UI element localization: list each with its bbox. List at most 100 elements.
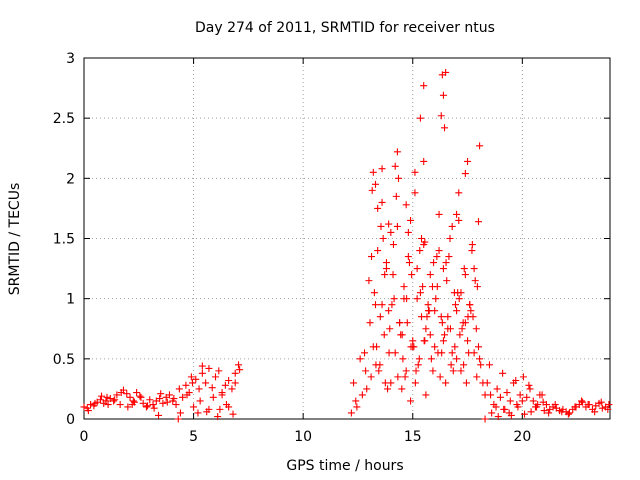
data-point <box>431 307 439 315</box>
data-point <box>558 408 566 416</box>
data-point <box>372 361 380 369</box>
data-point <box>605 401 613 409</box>
data-point <box>159 399 167 407</box>
data-point <box>378 165 386 173</box>
data-point <box>402 367 410 375</box>
data-point <box>460 361 468 369</box>
data-point <box>512 376 520 384</box>
data-point <box>176 409 184 417</box>
data-point <box>91 399 99 407</box>
data-point <box>492 403 500 411</box>
data-point <box>439 265 447 273</box>
data-point <box>521 410 529 418</box>
data-point <box>483 379 491 387</box>
data-points <box>80 68 613 423</box>
data-point <box>194 409 202 417</box>
chart-title: Day 274 of 2011, SRMTID for receiver ntu… <box>195 20 495 36</box>
data-point <box>443 277 451 285</box>
data-point <box>382 265 390 273</box>
data-point <box>579 398 587 406</box>
data-point <box>144 402 152 410</box>
plot-area-border <box>83 57 611 420</box>
data-point <box>394 373 402 381</box>
data-point <box>416 247 424 255</box>
data-point <box>420 337 428 345</box>
data-point <box>526 385 534 393</box>
y-axis-label: SRMTID / TECUs <box>7 183 23 296</box>
data-point <box>209 393 217 401</box>
data-point <box>414 361 422 369</box>
data-point <box>421 238 429 246</box>
data-point <box>389 271 397 279</box>
data-point <box>170 395 178 403</box>
data-point <box>137 393 145 401</box>
data-point <box>534 401 542 409</box>
data-point <box>371 180 379 188</box>
data-point <box>139 399 147 407</box>
y-tick-label: 1 <box>66 292 75 308</box>
data-point <box>516 391 524 399</box>
data-point <box>542 401 550 409</box>
data-point <box>453 307 461 315</box>
data-point <box>216 405 224 413</box>
data-point <box>416 289 424 297</box>
data-point <box>427 355 435 363</box>
data-point <box>445 253 453 261</box>
data-point <box>386 325 394 333</box>
data-point <box>183 391 191 399</box>
data-point <box>468 247 476 255</box>
data-point <box>462 379 470 387</box>
data-point <box>604 405 612 413</box>
data-point <box>540 407 548 415</box>
data-point <box>437 313 445 321</box>
data-point <box>129 397 137 405</box>
data-point <box>174 415 182 423</box>
data-point <box>597 398 605 406</box>
data-point <box>464 313 472 321</box>
data-point <box>408 271 416 279</box>
data-point <box>363 385 371 393</box>
data-point <box>165 391 173 399</box>
data-point <box>460 265 468 273</box>
data-point <box>457 367 465 375</box>
y-tick-label: 0.5 <box>53 352 75 368</box>
data-point <box>465 349 473 357</box>
data-point <box>461 319 469 327</box>
data-point <box>444 313 452 321</box>
data-point <box>403 319 411 327</box>
data-point <box>430 259 438 267</box>
data-point <box>399 355 407 363</box>
data-point <box>87 401 95 409</box>
data-point <box>449 367 457 375</box>
data-point <box>98 392 106 400</box>
data-point <box>425 307 433 315</box>
data-point <box>518 397 526 405</box>
data-point <box>418 235 426 242</box>
data-point <box>411 189 419 197</box>
data-point <box>374 204 382 212</box>
data-point <box>591 408 599 416</box>
grid <box>84 58 610 419</box>
data-point <box>136 392 144 400</box>
x-tick-label: 15 <box>404 429 422 445</box>
data-point <box>433 253 441 261</box>
data-point <box>571 403 579 411</box>
data-point <box>470 265 478 273</box>
data-point <box>457 289 465 297</box>
data-point <box>477 361 485 369</box>
data-point <box>538 391 546 399</box>
data-point <box>231 369 239 377</box>
data-point <box>228 385 236 393</box>
data-point <box>188 379 196 387</box>
data-point <box>374 247 382 255</box>
data-point <box>461 170 469 178</box>
data-point <box>123 390 131 398</box>
data-point <box>441 124 449 132</box>
x-tick-label: 5 <box>189 429 198 445</box>
data-point <box>192 375 200 383</box>
data-point <box>393 148 401 156</box>
data-point <box>362 367 370 375</box>
data-point <box>472 325 480 333</box>
data-point <box>389 241 397 249</box>
x-tick-label: 20 <box>513 429 531 445</box>
